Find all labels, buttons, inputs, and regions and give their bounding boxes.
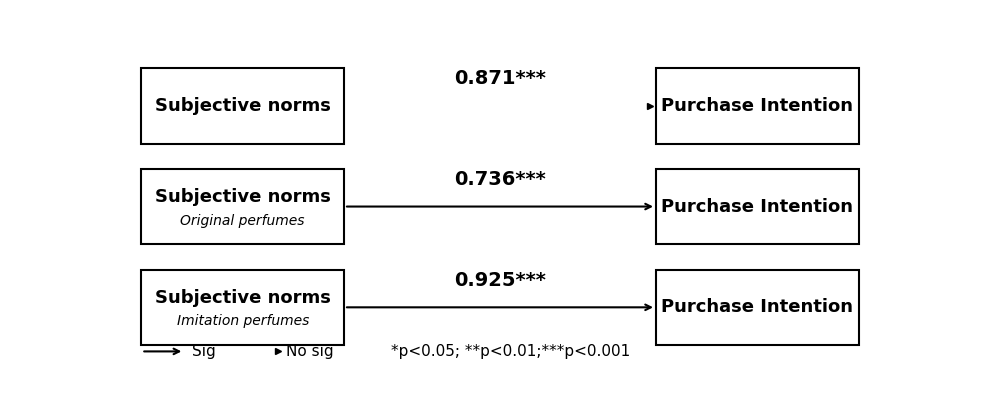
Text: Subjective norms: Subjective norms <box>155 97 331 115</box>
Text: Purchase Intention: Purchase Intention <box>661 298 853 316</box>
Text: Subjective norms: Subjective norms <box>155 289 331 307</box>
Text: *p<0.05; **p<0.01;***p<0.001: *p<0.05; **p<0.01;***p<0.001 <box>390 344 630 359</box>
Bar <box>656 270 859 345</box>
Text: Sig: Sig <box>192 344 215 359</box>
Text: No sig: No sig <box>286 344 333 359</box>
Bar <box>656 169 859 244</box>
Text: 0.871***: 0.871*** <box>454 70 546 88</box>
Text: 0.925***: 0.925*** <box>454 271 546 290</box>
Bar <box>141 68 344 144</box>
Text: Subjective norms: Subjective norms <box>155 188 331 206</box>
Text: Imitation perfumes: Imitation perfumes <box>176 315 309 328</box>
Text: 0.736***: 0.736*** <box>454 170 546 189</box>
Text: Original perfumes: Original perfumes <box>180 214 305 228</box>
Bar <box>141 169 344 244</box>
Text: Purchase Intention: Purchase Intention <box>661 198 853 216</box>
Text: Purchase Intention: Purchase Intention <box>661 97 853 115</box>
Bar <box>141 270 344 345</box>
Bar <box>656 68 859 144</box>
